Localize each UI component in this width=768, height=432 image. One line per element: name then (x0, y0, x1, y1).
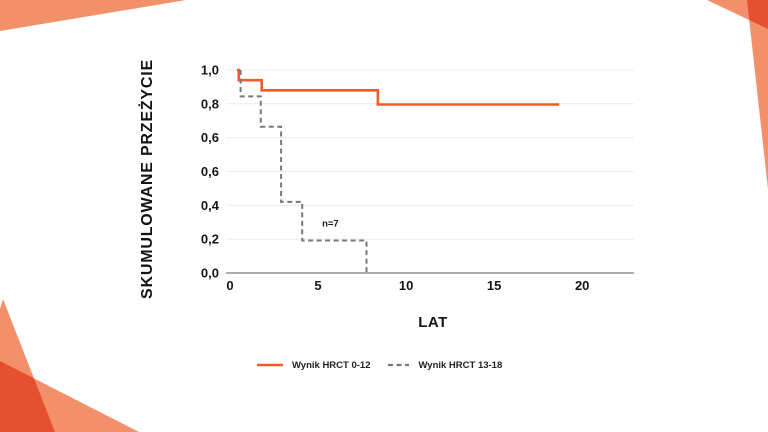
annotation-n=7: n=7 (322, 218, 339, 229)
y-tick-label: 0,0 (201, 266, 219, 281)
legend-label-hrct-13-18: Wynik HRCT 13-18 (418, 359, 503, 371)
y-tick-label: 0,4 (201, 198, 220, 213)
legend-swatch-dashed-line (388, 363, 410, 367)
x-tick-label: 0 (226, 278, 233, 293)
survival-curve-hrct-0-12 (237, 68, 560, 106)
legend-swatch-solid-line (257, 363, 283, 367)
y-tick-label: 0,6 (201, 130, 219, 145)
y-tick-label: 0,2 (201, 232, 219, 247)
chart-legend: Wynik HRCT 0-12 Wynik HRCT 13-18 (256, 357, 502, 373)
x-tick-label: 5 (314, 278, 321, 293)
y-tick-label: 0,8 (201, 96, 219, 111)
y-axis-title: SKUMULOWANE PRZEŻYCIE (139, 59, 156, 299)
decoration-right-spike (747, 0, 768, 189)
decoration-bottom-left-flat-triangle (0, 361, 139, 432)
x-tick-label: 20 (575, 278, 589, 293)
y-tick-label: 0,6 (201, 164, 219, 179)
x-axis-title: LAT (418, 314, 448, 331)
x-tick-label: 15 (487, 278, 501, 293)
survival-curve-hrct-13-18 (239, 70, 368, 273)
y-tick-label: 1,0 (201, 63, 219, 78)
legend-label-hrct-0-12: Wynik HRCT 0-12 (292, 359, 371, 371)
decoration-top-left-wedge (0, 0, 186, 31)
x-tick-label: 10 (399, 278, 413, 293)
